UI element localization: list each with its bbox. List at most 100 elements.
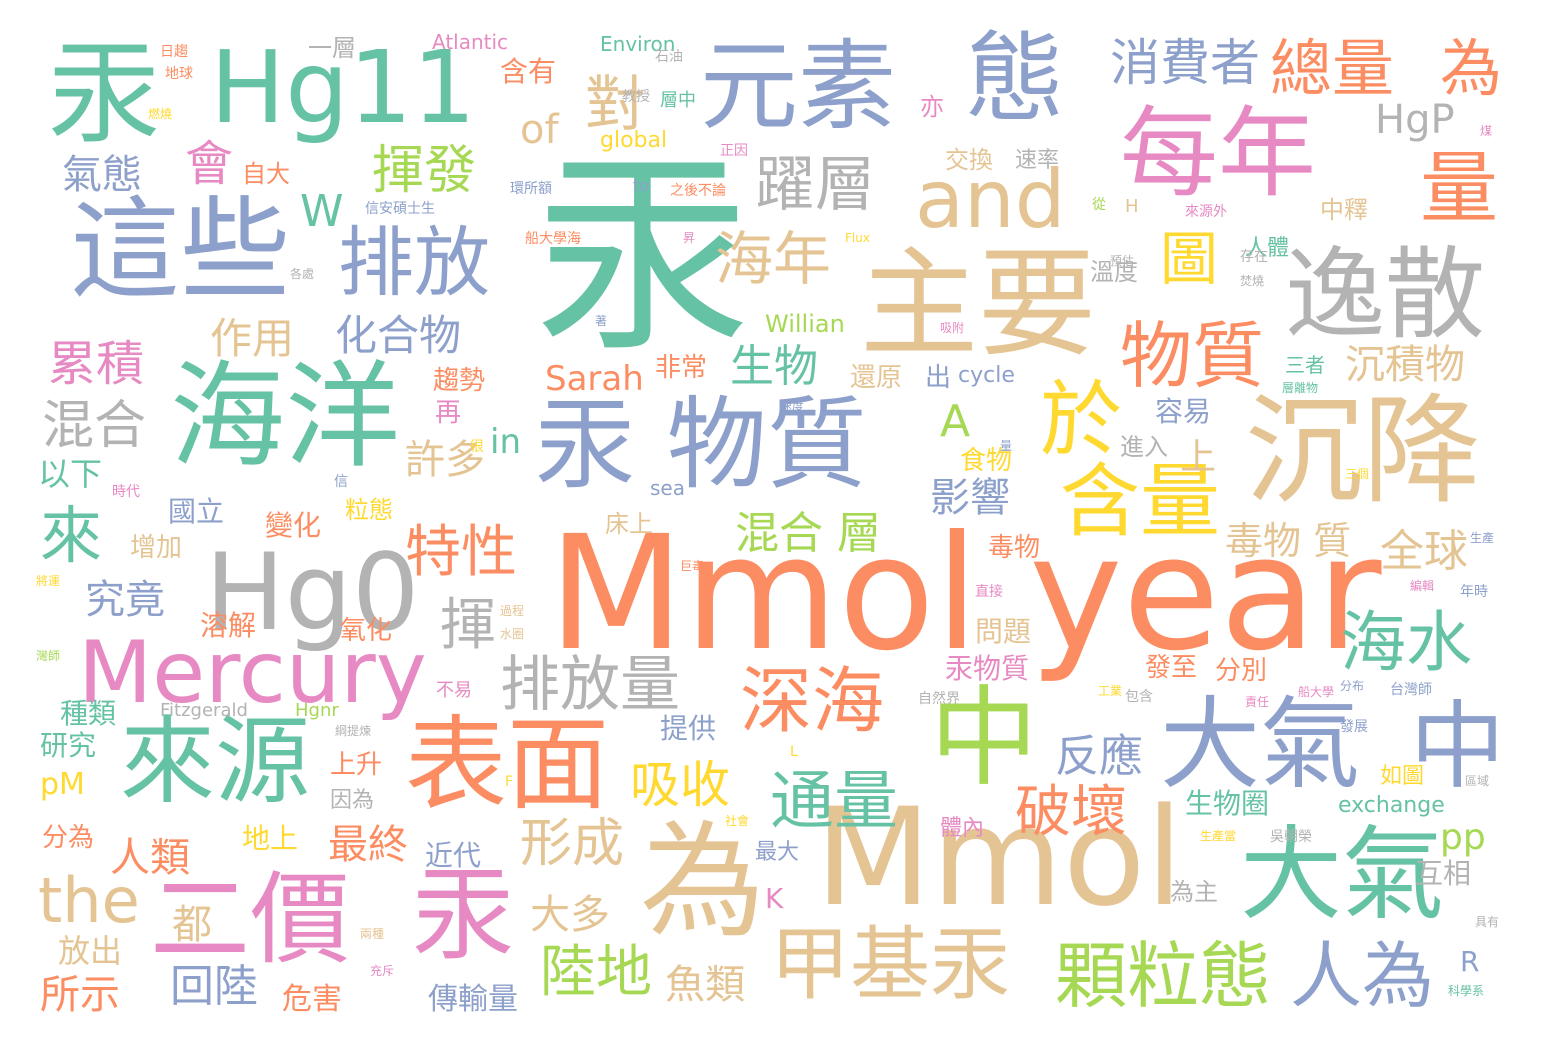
- word: 中釋: [1320, 196, 1368, 224]
- word: 著: [595, 314, 608, 328]
- word: and: [915, 153, 1066, 246]
- word: 因為: [330, 788, 375, 813]
- word: 揮: [440, 593, 496, 658]
- word: 近代: [425, 839, 482, 872]
- word: 累積: [48, 336, 145, 392]
- word: 環所額: [510, 181, 552, 197]
- word: 灣師: [36, 649, 61, 663]
- word: 正因: [720, 143, 748, 159]
- word: 吸附: [940, 321, 965, 335]
- word: 將運: [36, 574, 61, 588]
- word: L: [790, 744, 798, 760]
- word: 反應: [1055, 731, 1143, 782]
- word: 人類: [110, 835, 190, 881]
- word: 沉積物: [1345, 342, 1465, 388]
- word: 破壞: [1015, 780, 1127, 845]
- word: 床上: [605, 510, 653, 538]
- word: 社會: [725, 814, 750, 828]
- word: 量: [1000, 439, 1013, 453]
- word: R: [1460, 945, 1480, 978]
- word: 態: [966, 22, 1065, 136]
- word: A: [940, 396, 971, 447]
- word: 傳輸量: [428, 982, 518, 1017]
- word: 最終: [328, 822, 408, 868]
- word: 分別: [1215, 656, 1268, 686]
- word: 科學系: [1448, 984, 1485, 998]
- word: 很: [470, 439, 484, 455]
- word: 分布: [1340, 679, 1365, 693]
- word: 放出: [58, 932, 123, 970]
- word: 昇: [683, 231, 696, 245]
- word: 特性: [405, 520, 517, 585]
- word: 毒物: [988, 533, 1041, 563]
- word: 自然界: [918, 691, 960, 707]
- word: H: [1125, 196, 1139, 217]
- word: 為: [1440, 32, 1503, 105]
- word: 各處: [290, 267, 315, 281]
- word: 汞: [48, 29, 160, 159]
- word: cycle: [958, 363, 1015, 388]
- word: 巨毒: [680, 559, 705, 573]
- word: 於: [1040, 373, 1123, 468]
- word: the: [38, 864, 140, 937]
- word: 增加: [130, 533, 183, 563]
- word: 地上: [242, 822, 299, 855]
- word: 趨勢: [433, 366, 486, 396]
- word: 區域: [1465, 774, 1490, 788]
- word: 如圖: [1380, 764, 1425, 789]
- word: 以下: [38, 455, 103, 493]
- word: 大氣: [1240, 816, 1444, 935]
- word: 信: [334, 474, 348, 490]
- word: 汞: [535, 130, 750, 381]
- word: Hg11: [210, 29, 476, 146]
- word: 分為: [42, 823, 95, 853]
- word: 工業: [1098, 684, 1123, 698]
- word: Mmol: [815, 779, 1184, 936]
- word: 食物: [960, 446, 1013, 476]
- word: 物質: [1120, 314, 1265, 398]
- word: 排放量: [500, 650, 680, 720]
- word: 最大: [755, 840, 800, 865]
- word: 海水: [1340, 604, 1472, 681]
- word: Mercury: [78, 623, 427, 723]
- word: 焚燒: [1240, 274, 1265, 288]
- word: 非常: [655, 353, 708, 383]
- word: 存在: [1240, 249, 1268, 265]
- word: 之後不論: [670, 183, 726, 199]
- word: 不易: [436, 680, 472, 701]
- word: 變化: [265, 509, 322, 542]
- word: 直接: [975, 584, 1003, 600]
- word: 生物: [730, 341, 818, 392]
- word: 提供: [660, 712, 717, 745]
- word: 所示: [40, 972, 120, 1018]
- word: 從: [1092, 197, 1106, 213]
- word: 問題: [975, 615, 1032, 648]
- word: 上升: [330, 750, 383, 780]
- word: 影響: [930, 475, 1010, 521]
- word: 表面: [405, 706, 609, 825]
- word: global: [600, 128, 668, 153]
- word: 逸散: [1285, 236, 1485, 353]
- word: 回陸: [170, 961, 258, 1012]
- word: 對: [585, 70, 645, 140]
- word: 主要: [860, 235, 1097, 373]
- word: pp: [1440, 817, 1486, 858]
- word: 人體: [1245, 236, 1290, 261]
- word: 生產: [1470, 531, 1495, 545]
- word: 為: [640, 810, 765, 955]
- word: 氣態: [62, 152, 142, 198]
- word: 氧化: [340, 616, 393, 646]
- word: 三者: [1285, 353, 1325, 377]
- word: 充斥: [370, 964, 395, 978]
- word: 來源外: [1185, 204, 1227, 220]
- word: 化合物: [335, 311, 462, 360]
- word: 三個: [1345, 467, 1370, 481]
- word: 發展: [1340, 719, 1368, 735]
- word: 總量: [1270, 32, 1395, 105]
- word: 甲基汞: [770, 918, 1010, 1011]
- word: 互相: [1415, 857, 1472, 890]
- word: 亦: [920, 93, 944, 121]
- word: Fitzgerald: [160, 700, 248, 721]
- word: 沉降: [1245, 382, 1482, 520]
- word: 人為: [1290, 934, 1435, 1018]
